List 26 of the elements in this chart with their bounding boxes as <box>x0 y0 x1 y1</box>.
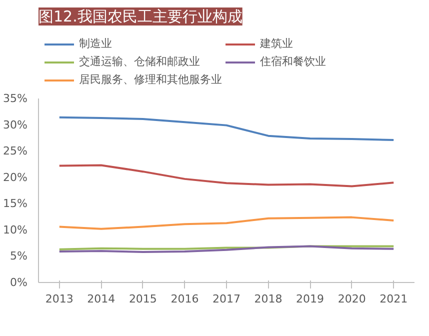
x-tick-label: 2019 <box>296 292 324 306</box>
legend-label: 交通运输、仓储和邮政业 <box>79 54 200 69</box>
x-tick-label: 2015 <box>128 292 157 306</box>
y-tick-label: 5% <box>10 250 28 263</box>
x-tick-label: 2017 <box>212 292 241 306</box>
y-tick-label: 10% <box>3 223 28 236</box>
y-tick-label: 0% <box>10 276 28 289</box>
y-tick-label: 20% <box>3 170 28 184</box>
x-tick-label: 2021 <box>380 292 408 306</box>
line-series <box>58 216 395 230</box>
x-tick-label: 2016 <box>170 292 199 306</box>
y-tick-label: 25% <box>3 144 28 158</box>
legend-label: 制造业 <box>79 36 112 51</box>
legend-label: 居民服务、修理和其他服务业 <box>79 72 222 87</box>
x-tick-label: 2014 <box>87 292 116 306</box>
y-tick-label: 30% <box>3 118 28 132</box>
line-series <box>58 116 395 142</box>
legend-label: 建筑业 <box>260 36 293 51</box>
legend-label: 住宿和餐饮业 <box>260 54 326 69</box>
x-tick-label: 2018 <box>254 292 282 306</box>
x-tick-label: 2020 <box>338 292 366 306</box>
y-tick-label: 15% <box>3 197 28 210</box>
x-tick-label: 2013 <box>45 292 74 306</box>
chart-title: 图12.我国农民工主要行业构成 <box>38 8 242 26</box>
line-series <box>58 164 395 188</box>
y-tick-label: 35% <box>3 92 28 105</box>
